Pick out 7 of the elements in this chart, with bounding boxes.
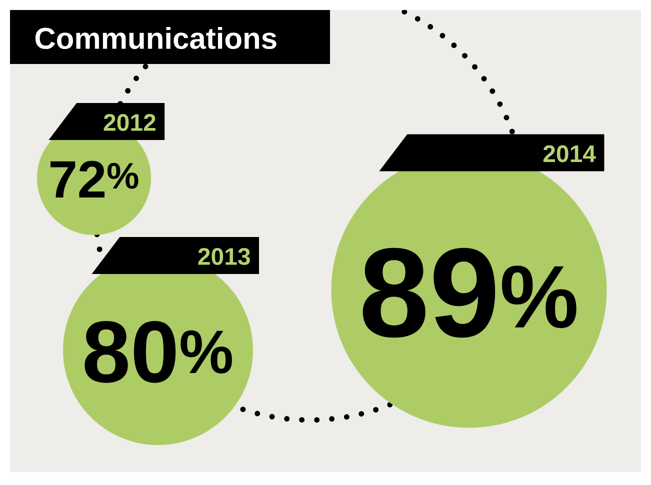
data-label: 89$^{%}$ [362, 248, 576, 338]
data-label: 80$^{%}$ [84, 320, 232, 383]
data-label: 72$^{%}$ [50, 160, 138, 198]
category-label: 2013 [198, 248, 250, 266]
text: Communications [35, 26, 276, 50]
category-label: 2012 [104, 114, 156, 131]
category-label: 2014 [543, 145, 596, 162]
